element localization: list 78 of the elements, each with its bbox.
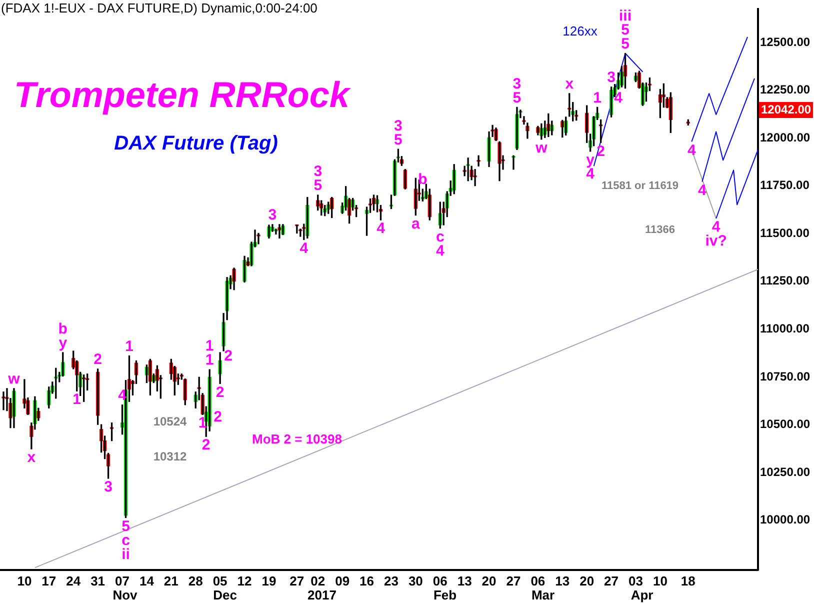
x-tick-label: 18 [680, 573, 696, 588]
annotation: 2 [214, 408, 222, 426]
x-tick-label: 10 [17, 573, 32, 588]
annotation: 1 [593, 89, 602, 106]
y-tick-label: 11250.00 [760, 274, 810, 288]
x-tick-label: 10 [652, 573, 668, 588]
x-tick-label: 09 [335, 573, 350, 588]
text: Feb [433, 588, 457, 603]
text: Nov [112, 588, 138, 603]
x-tick-label: 13 [555, 573, 570, 588]
y-tick-label: 12500.00 [760, 34, 810, 49]
x-tick-label: 12 [237, 573, 252, 588]
annotation: 4 [376, 220, 386, 238]
annotation: 4 [698, 182, 707, 199]
y-tick-label: 12250.00 [760, 82, 810, 97]
annotation: 2 [202, 436, 210, 454]
x-tick-label: 31 [90, 573, 106, 588]
x-tick-label: 16 [360, 573, 374, 588]
y-tick-label: 10000.00 [760, 512, 810, 527]
x-tick-label: 02 [310, 573, 326, 588]
x-tick-label: 28 [188, 573, 203, 588]
annotation: MoB 2 = 10398 [252, 432, 342, 447]
y-tick-label: 10750.00 [760, 369, 810, 384]
annotation: 3 [268, 206, 277, 224]
x-tick-label: 14 [139, 573, 155, 588]
annotation: 3 [607, 69, 616, 86]
x-tick-label: 05 [212, 573, 228, 588]
text: DAX Future (Tag) [114, 132, 278, 155]
annotation: 3 [104, 478, 112, 496]
y-tick-label: 11000.00 [760, 321, 810, 336]
annotation: 1 [125, 338, 134, 355]
annotation: 11366 [645, 224, 675, 236]
x-tick-label: 20 [580, 573, 594, 588]
x-tick-label: 06 [432, 573, 448, 588]
text: Apr [630, 588, 654, 603]
annotation: x [27, 449, 36, 466]
annotation: (FDAX 1!-EUX - DAX FUTURE,D) Dynamic,0:00-24:00 [1, 0, 318, 16]
annotation: a [412, 215, 421, 232]
y-tick-label: 11500.00 [760, 226, 810, 240]
x-tick-label: 07 [115, 573, 130, 588]
x-tick-label: 19 [262, 573, 276, 588]
x-tick-label: 13 [457, 573, 472, 588]
text: Mar [531, 588, 555, 603]
annotation: w [534, 140, 548, 157]
x-tick-label: 27 [604, 573, 619, 588]
x-tick-label: 30 [408, 573, 423, 588]
y-tick-label: 10250.00 [760, 464, 810, 479]
annotation: w [7, 370, 20, 388]
annotation: 10524 [153, 414, 188, 428]
annotation: 2 [224, 348, 232, 365]
text: 12042.00 [761, 102, 812, 116]
annotation: 11581 or 11619 [601, 180, 679, 192]
annotation: 10312 [153, 449, 188, 464]
x-tick-label: 20 [482, 573, 496, 588]
x-tick-label: 17 [42, 573, 56, 588]
annotation: x [565, 76, 574, 93]
annotation: 4 [300, 240, 309, 257]
annotation: 4 [614, 89, 624, 106]
x-tick-label: 23 [384, 573, 398, 588]
text: Dec [213, 588, 237, 603]
x-tick-label: 24 [66, 573, 82, 588]
annotation: 126xx [562, 24, 598, 39]
x-tick-label: 21 [164, 573, 178, 588]
x-tick-label: 27 [506, 573, 521, 588]
annotation: 2 [216, 384, 224, 401]
text: Trompeten RRRock [14, 74, 352, 115]
text: 2017 [308, 588, 336, 603]
y-tick-label: 11750.00 [760, 178, 810, 192]
x-tick-label: 27 [290, 573, 304, 588]
x-tick-label: 03 [628, 573, 643, 588]
annotation: 2 [94, 351, 102, 368]
annotation: b [418, 171, 428, 188]
y-tick-label: 12000.00 [760, 130, 810, 144]
x-tick-label: 06 [530, 573, 546, 588]
annotation: 4 [687, 142, 696, 159]
y-tick-label: 10500.00 [760, 417, 810, 432]
annotation: 1 [72, 391, 82, 408]
annotation: y [586, 152, 596, 169]
